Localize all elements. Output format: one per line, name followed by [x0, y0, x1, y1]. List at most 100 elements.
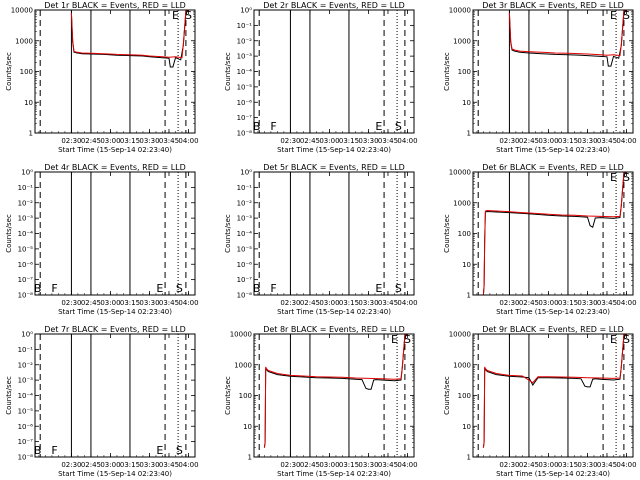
series-events-line: [508, 9, 630, 67]
y-tick-label: 10⁰: [240, 7, 252, 15]
y-tick-label: 1: [467, 454, 471, 462]
event-marker-s: S: [185, 9, 192, 22]
y-tick-label: 10⁻⁸: [237, 130, 253, 138]
y-tick-label: 10⁻⁵: [18, 245, 34, 253]
y-tick-label: 10⁻⁶: [18, 423, 34, 431]
plot-frame: [472, 171, 634, 296]
y-tick-label: 1000: [234, 361, 252, 369]
panel-title: Det 3r BLACK = Events, RED = LLD: [482, 1, 624, 10]
x-tick-label: 04:00: [397, 461, 417, 469]
x-tick-label: 03:15: [558, 299, 578, 307]
series-events-line: [70, 9, 192, 68]
event-marker-e: E: [391, 333, 398, 346]
panel-title: Det 4r BLACK = Events, RED = LLD: [44, 163, 186, 172]
plot-frame: [34, 333, 196, 458]
x-tick-label: 02:30: [61, 461, 81, 469]
x-tick-label: 03:30: [358, 299, 378, 307]
event-marker-b: B: [34, 282, 42, 295]
series-events-line: [482, 333, 630, 448]
y-tick-label: 10⁻²: [18, 361, 34, 369]
x-tick-label: 02:30: [499, 461, 519, 469]
y-tick-label: 10⁻⁷: [18, 276, 34, 284]
x-tick-label: 03:45: [597, 461, 617, 469]
y-tick-label: 10⁻⁵: [237, 245, 253, 253]
x-tick-label: 03:15: [120, 461, 140, 469]
x-tick-label: 03:15: [339, 299, 359, 307]
x-tick-label: 03:45: [597, 299, 617, 307]
y-tick-label: 10⁰: [240, 169, 252, 177]
y-tick-label: 1: [248, 454, 252, 462]
x-tick-label: 03:45: [159, 137, 179, 145]
event-marker-s: S: [176, 444, 183, 457]
y-tick-label: 10⁻³: [237, 53, 253, 61]
x-tick-label: 03:00: [538, 137, 558, 145]
series-lld-line: [263, 333, 411, 448]
y-tick-label: 10⁰: [21, 169, 33, 177]
y-tick-label: 100: [458, 392, 471, 400]
y-tick-label: 10⁻⁶: [18, 261, 34, 269]
x-tick-label: 03:00: [100, 461, 120, 469]
y-tick-label: 10⁻⁴: [18, 392, 34, 400]
series-lld-line: [70, 9, 192, 59]
panel-title: Det 2r BLACK = Events, RED = LLD: [263, 1, 405, 10]
chart-panel-1: Det 1r BLACK = Events, RED = LLD Counts/s…: [5, 1, 199, 154]
y-tick-label: 10⁻⁵: [237, 83, 253, 91]
x-tick-label: 04:00: [178, 461, 198, 469]
x-axis-title: Start Time (15-Sep-14 02:23:40): [58, 308, 172, 316]
x-tick-label: 03:15: [120, 137, 140, 145]
y-tick-label: 10: [462, 261, 471, 269]
event-marker-e: E: [610, 171, 617, 184]
x-tick-label: 02:30: [61, 299, 81, 307]
chart-panel-6: Det 6r BLACK = Events, RED = LLD Counts/s…: [443, 163, 637, 316]
x-tick-label: 02:45: [81, 137, 101, 145]
event-marker-s: S: [395, 282, 402, 295]
x-tick-label: 03:30: [358, 461, 378, 469]
event-marker-s: S: [623, 171, 630, 184]
x-tick-label: 02:30: [280, 461, 300, 469]
y-axis-title: Counts/sec: [224, 52, 232, 91]
y-tick-label: 10⁻⁸: [18, 454, 34, 462]
x-axis-title: Start Time (15-Sep-14 02:23:40): [277, 308, 391, 316]
x-tick-label: 02:30: [61, 137, 81, 145]
x-tick-label: 02:45: [519, 299, 539, 307]
y-tick-label: 100: [20, 68, 33, 76]
panel-title: Det 8r BLACK = Events, RED = LLD: [263, 325, 405, 334]
x-tick-label: 03:45: [378, 137, 398, 145]
x-tick-label: 03:00: [100, 137, 120, 145]
y-tick-label: 100: [239, 392, 252, 400]
panel-title: Det 9r BLACK = Events, RED = LLD: [482, 325, 624, 334]
event-marker-e: E: [610, 333, 617, 346]
x-axis-title: Start Time (15-Sep-14 02:23:40): [496, 146, 610, 154]
x-tick-label: 03:15: [558, 461, 578, 469]
x-tick-label: 03:00: [538, 299, 558, 307]
y-tick-label: 10⁻²: [18, 199, 34, 207]
y-tick-label: 1: [467, 130, 471, 138]
x-tick-label: 02:30: [280, 299, 300, 307]
chart-panel-8: Det 8r BLACK = Events, RED = LLD Counts/s…: [224, 325, 418, 478]
y-tick-label: 10: [462, 423, 471, 431]
series-events-line: [263, 333, 411, 448]
plot-frame: [253, 9, 415, 134]
y-tick-label: 10⁻²: [237, 199, 253, 207]
x-tick-label: 04:00: [178, 137, 198, 145]
y-tick-label: 10⁻¹: [237, 22, 253, 30]
y-tick-label: 1000: [453, 361, 471, 369]
x-tick-label: 03:45: [159, 461, 179, 469]
x-tick-label: 03:45: [159, 299, 179, 307]
x-tick-label: 03:00: [319, 299, 339, 307]
y-axis-title: Counts/sec: [224, 214, 232, 253]
y-tick-label: 10⁻¹: [18, 184, 34, 192]
y-tick-label: 10: [24, 99, 33, 107]
y-tick-label: 10⁰: [21, 331, 33, 339]
event-marker-f: F: [51, 282, 57, 295]
x-tick-label: 03:30: [139, 299, 159, 307]
chart-panel-5: Det 5r BLACK = Events, RED = LLD Counts/s…: [224, 163, 418, 316]
plot-frame: [253, 171, 415, 296]
event-marker-e: E: [156, 282, 163, 295]
event-marker-e: E: [610, 9, 617, 22]
event-marker-s: S: [623, 9, 630, 22]
x-tick-label: 02:45: [300, 299, 320, 307]
panel-title: Det 7r BLACK = Events, RED = LLD: [44, 325, 186, 334]
chart-panel-3: Det 3r BLACK = Events, RED = LLD Counts/s…: [443, 1, 637, 154]
chart-panel-2: Det 2r BLACK = Events, RED = LLD Counts/s…: [224, 1, 418, 154]
